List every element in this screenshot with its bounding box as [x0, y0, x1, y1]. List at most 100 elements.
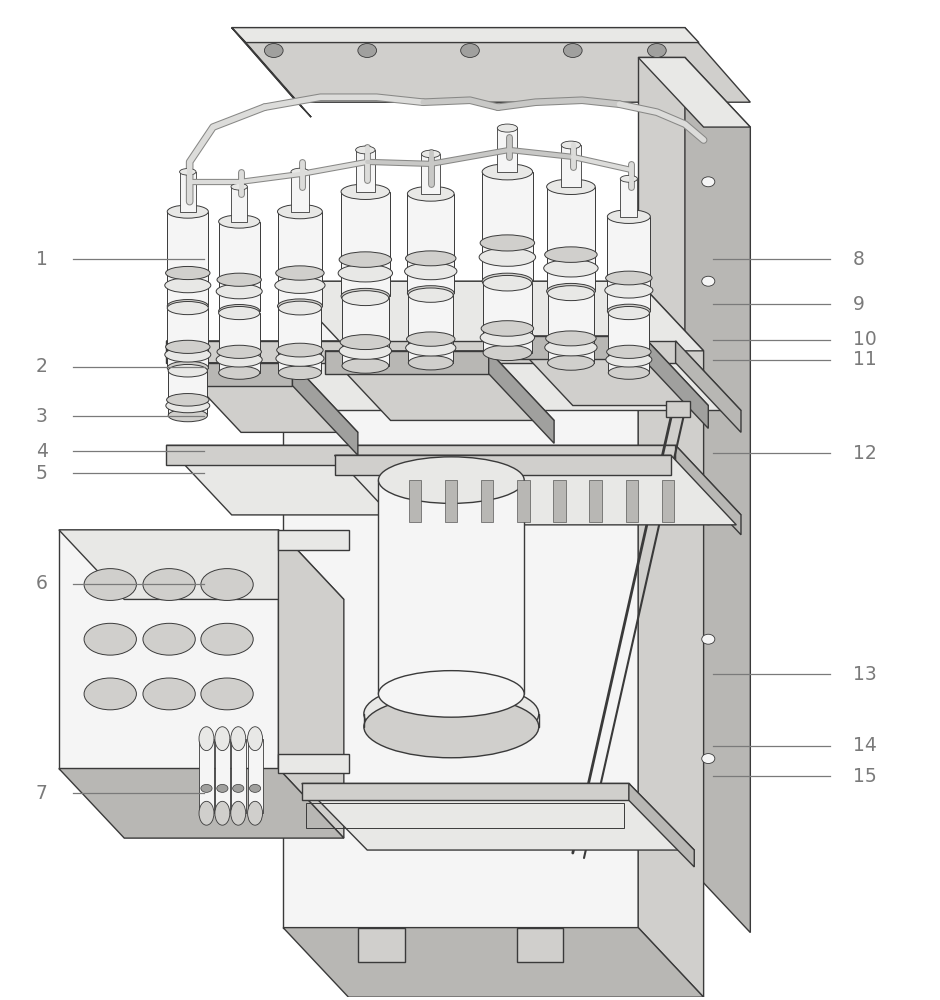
Ellipse shape — [605, 271, 652, 285]
Ellipse shape — [545, 339, 597, 356]
Bar — [548, 293, 594, 363]
Polygon shape — [232, 28, 311, 117]
Ellipse shape — [548, 286, 594, 301]
Ellipse shape — [164, 347, 211, 362]
Polygon shape — [643, 336, 708, 428]
Polygon shape — [638, 281, 704, 997]
Polygon shape — [283, 281, 704, 351]
Polygon shape — [676, 341, 741, 432]
Text: 15: 15 — [854, 767, 877, 786]
Bar — [277, 212, 322, 306]
Ellipse shape — [277, 204, 322, 219]
Ellipse shape — [546, 331, 596, 346]
Ellipse shape — [216, 284, 262, 299]
Ellipse shape — [84, 569, 136, 600]
Ellipse shape — [702, 177, 714, 187]
Bar — [341, 192, 390, 296]
Polygon shape — [685, 57, 750, 933]
Ellipse shape — [84, 623, 136, 655]
Ellipse shape — [143, 623, 196, 655]
Bar — [306, 803, 624, 828]
Ellipse shape — [201, 784, 212, 792]
Polygon shape — [638, 57, 750, 127]
Polygon shape — [59, 530, 344, 599]
Ellipse shape — [339, 342, 391, 359]
Bar — [291, 172, 309, 212]
Ellipse shape — [342, 291, 389, 306]
Ellipse shape — [561, 141, 581, 149]
Ellipse shape — [201, 623, 253, 655]
Ellipse shape — [482, 273, 533, 289]
Ellipse shape — [607, 210, 650, 223]
Bar — [278, 308, 321, 373]
Ellipse shape — [247, 801, 262, 825]
Ellipse shape — [406, 340, 456, 356]
Ellipse shape — [364, 683, 539, 745]
Ellipse shape — [216, 352, 262, 367]
Text: 11: 11 — [854, 350, 877, 369]
Ellipse shape — [167, 300, 209, 313]
Ellipse shape — [217, 273, 261, 286]
Ellipse shape — [463, 366, 477, 376]
Polygon shape — [292, 363, 358, 455]
Ellipse shape — [180, 169, 196, 175]
Ellipse shape — [168, 409, 208, 422]
Ellipse shape — [143, 678, 196, 710]
Polygon shape — [489, 351, 554, 443]
Bar — [517, 480, 529, 522]
Ellipse shape — [275, 351, 324, 366]
Ellipse shape — [613, 473, 626, 483]
Bar — [231, 739, 245, 813]
Ellipse shape — [217, 784, 228, 792]
Text: 2: 2 — [36, 357, 48, 376]
Ellipse shape — [379, 671, 525, 717]
Ellipse shape — [275, 266, 324, 280]
Ellipse shape — [407, 186, 454, 201]
Ellipse shape — [548, 355, 594, 370]
Bar — [481, 480, 494, 522]
Ellipse shape — [231, 727, 245, 751]
Bar — [180, 172, 196, 212]
Text: 8: 8 — [854, 250, 865, 269]
Ellipse shape — [199, 801, 214, 825]
Ellipse shape — [233, 784, 243, 792]
Ellipse shape — [355, 146, 375, 154]
Bar — [446, 480, 458, 522]
Polygon shape — [666, 401, 690, 417]
Bar — [219, 222, 259, 311]
Ellipse shape — [264, 44, 283, 57]
Bar — [247, 739, 262, 813]
Ellipse shape — [358, 44, 377, 57]
Text: 3: 3 — [36, 407, 48, 426]
Ellipse shape — [231, 183, 247, 190]
Ellipse shape — [277, 299, 322, 313]
Ellipse shape — [702, 515, 714, 525]
Ellipse shape — [341, 184, 390, 199]
Bar — [231, 187, 247, 222]
Polygon shape — [59, 530, 278, 768]
Bar — [662, 480, 674, 522]
Polygon shape — [232, 28, 750, 102]
Polygon shape — [166, 445, 741, 515]
Polygon shape — [232, 28, 699, 43]
Ellipse shape — [543, 259, 598, 277]
Ellipse shape — [249, 784, 260, 792]
Polygon shape — [166, 341, 741, 410]
Bar — [168, 371, 208, 415]
Ellipse shape — [165, 340, 210, 353]
Ellipse shape — [247, 727, 262, 751]
Polygon shape — [166, 445, 676, 465]
Bar — [589, 480, 602, 522]
Bar — [215, 739, 230, 813]
Bar — [199, 739, 214, 813]
Ellipse shape — [379, 457, 525, 503]
Bar — [482, 172, 533, 281]
Polygon shape — [335, 455, 736, 525]
Ellipse shape — [421, 150, 440, 158]
Ellipse shape — [217, 345, 261, 358]
Ellipse shape — [143, 569, 196, 600]
Polygon shape — [676, 445, 741, 535]
Ellipse shape — [338, 264, 393, 282]
Ellipse shape — [480, 235, 535, 251]
Ellipse shape — [168, 364, 208, 377]
